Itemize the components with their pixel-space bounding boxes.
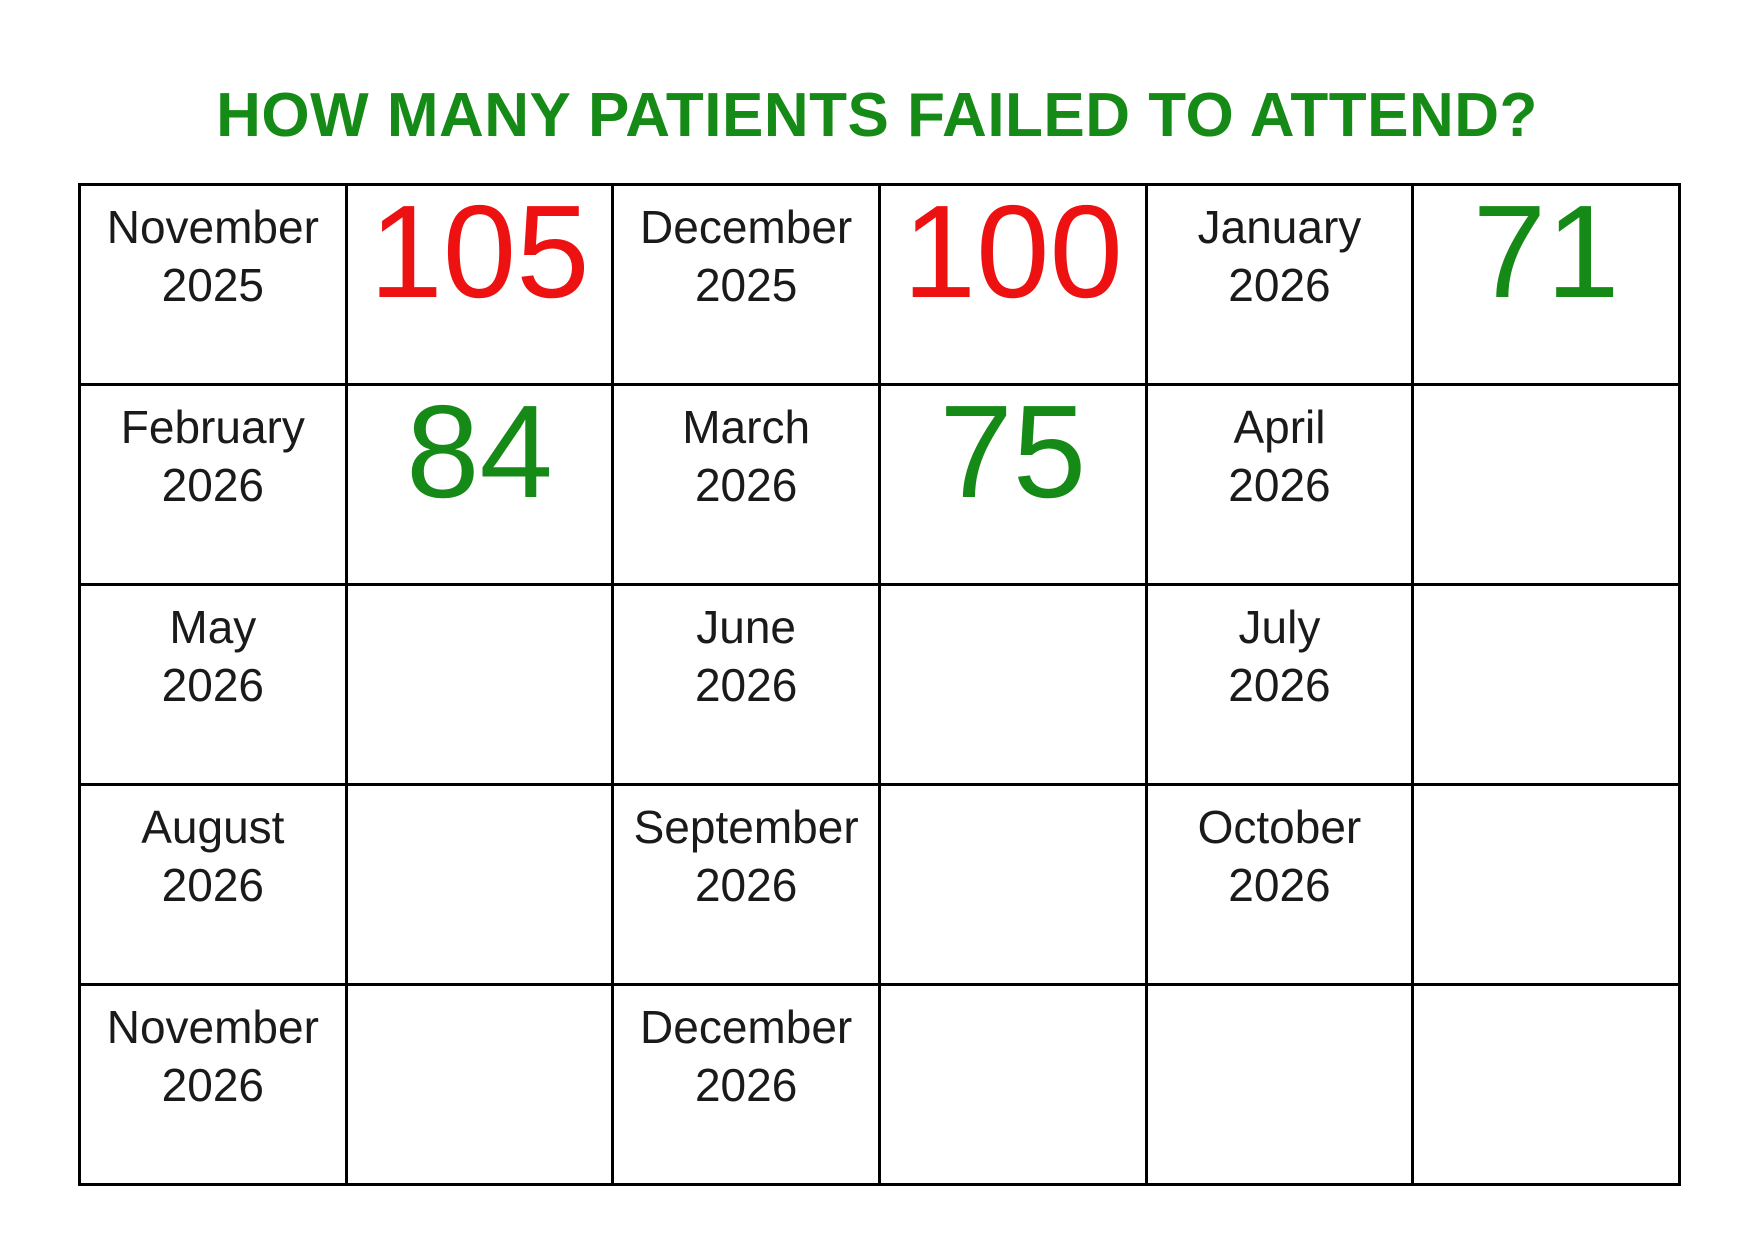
page-title: HOW MANY PATIENTS FAILED TO ATTEND? — [216, 81, 1538, 150]
month-name: May — [169, 601, 257, 653]
table-row: November 2025 105 December 2025 100 January 202… — [78, 178, 1681, 386]
empty-cell — [1411, 383, 1681, 586]
month-label: June 2026 — [614, 586, 878, 715]
month-name: July — [1238, 601, 1321, 653]
month-cell: October 2026 — [1144, 783, 1415, 986]
month-cell: March 2026 — [611, 383, 881, 586]
failed-to-attend-count: 71 — [1472, 178, 1620, 325]
month-label: September 2026 — [614, 786, 878, 915]
month-year: 2026 — [694, 1059, 798, 1112]
empty-cell — [1144, 983, 1415, 1186]
table-row: February 2026 84 March 2026 75 April 2026 — [78, 378, 1681, 586]
month-year: 2026 — [1228, 459, 1331, 512]
failed-to-attend-count: 100 — [902, 178, 1123, 325]
value-cell: 75 — [877, 378, 1148, 586]
value-cell: 71 — [1411, 178, 1681, 386]
month-name: March — [682, 401, 811, 453]
month-label: February 2026 — [81, 386, 345, 515]
month-name: November — [106, 1001, 319, 1053]
month-name: June — [696, 601, 797, 653]
month-year: 2026 — [1228, 659, 1331, 712]
month-cell: August 2026 — [78, 783, 348, 986]
month-name: December — [640, 1001, 853, 1053]
attendance-table: November 2025 105 December 2025 100 January 202… — [78, 183, 1681, 1186]
month-name: December — [640, 201, 853, 253]
month-label: November 2025 — [81, 186, 345, 315]
month-name: January — [1197, 201, 1362, 253]
empty-cell — [877, 783, 1148, 986]
month-year: 2026 — [161, 659, 264, 712]
month-label: January 2026 — [1148, 186, 1412, 315]
month-cell: May 2026 — [78, 583, 348, 786]
empty-cell — [344, 783, 615, 986]
month-label: March 2026 — [614, 386, 878, 515]
month-cell: June 2026 — [611, 583, 881, 786]
month-name: October — [1197, 801, 1362, 853]
month-year: 2026 — [161, 859, 264, 912]
month-label: May 2026 — [81, 586, 345, 715]
empty-cell — [1411, 783, 1681, 986]
month-label: December 2026 — [614, 986, 878, 1115]
value-cell: 100 — [877, 178, 1148, 386]
month-year: 2026 — [694, 459, 798, 512]
empty-cell — [1411, 983, 1681, 1186]
month-year: 2026 — [1228, 259, 1331, 312]
month-cell: November 2026 — [78, 983, 348, 1186]
month-label: August 2026 — [81, 786, 345, 915]
month-cell: January 2026 — [1144, 183, 1415, 386]
table-row: May 2026 June 2026 July 2026 — [78, 583, 1681, 786]
month-label: July 2026 — [1148, 586, 1412, 715]
empty-cell — [877, 983, 1148, 1186]
month-label: October 2026 — [1148, 786, 1412, 915]
month-label: April 2026 — [1148, 386, 1412, 515]
table-row: August 2026 September 2026 October 2026 — [78, 783, 1681, 986]
empty-cell — [344, 983, 615, 1186]
month-year: 2026 — [161, 1059, 264, 1112]
month-name: November — [106, 201, 319, 253]
month-name: February — [120, 401, 305, 453]
month-cell: September 2026 — [611, 783, 881, 986]
empty-cell — [344, 583, 615, 786]
value-cell: 105 — [344, 178, 615, 386]
month-year: 2025 — [161, 259, 264, 312]
failed-to-attend-count: 75 — [939, 378, 1087, 525]
month-label: November 2026 — [81, 986, 345, 1115]
empty-cell — [877, 583, 1148, 786]
month-name: August — [141, 801, 285, 853]
month-cell: December 2026 — [611, 983, 881, 1186]
month-cell: February 2026 — [78, 383, 348, 586]
month-cell: December 2025 — [611, 183, 881, 386]
table-row: November 2026 December 2026 — [78, 983, 1681, 1186]
month-label: December 2025 — [614, 186, 878, 315]
month-year: 2026 — [694, 859, 798, 912]
month-year: 2026 — [161, 459, 264, 512]
failed-to-attend-count: 105 — [369, 178, 590, 325]
month-year: 2026 — [1228, 859, 1331, 912]
failed-to-attend-count: 84 — [406, 378, 553, 525]
month-cell: July 2026 — [1144, 583, 1415, 786]
attendance-table-body: November 2025 105 December 2025 100 January 202… — [78, 178, 1681, 1186]
month-year: 2026 — [694, 659, 798, 712]
month-cell: November 2025 — [78, 183, 348, 386]
month-year: 2025 — [694, 259, 798, 312]
month-cell: April 2026 — [1144, 383, 1415, 586]
empty-cell — [1411, 583, 1681, 786]
month-name: September — [633, 801, 859, 853]
month-name: April — [1233, 401, 1326, 453]
value-cell: 84 — [344, 378, 615, 586]
